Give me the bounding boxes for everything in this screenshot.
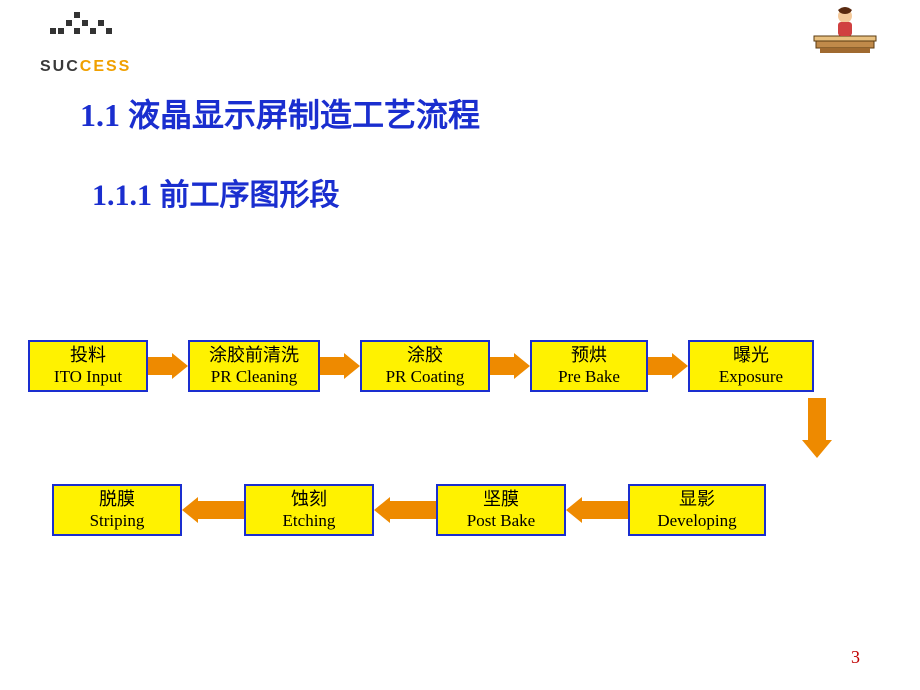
node-label-cn: 涂胶 [407, 345, 443, 367]
node-label-en: ITO Input [54, 367, 122, 387]
slide-subtitle: 1.1.1 前工序图形段 [92, 170, 340, 214]
flow-row-1: 投料ITO Input 涂胶前清洗PR Cleaning 涂胶PR Coating 预… [0, 340, 920, 392]
logo-text-part1: SUC [40, 58, 80, 75]
arrow-right-icon [148, 351, 188, 381]
arrow-left-icon [566, 495, 628, 525]
arrow-right-icon [648, 351, 688, 381]
node-label-en: Exposure [719, 367, 783, 387]
arrow-right-icon [490, 351, 530, 381]
flow-node: 涂胶前清洗PR Cleaning [188, 340, 320, 392]
slide-title: 1.1 液晶显示屏制造工艺流程 [80, 90, 480, 136]
flow-node: 曝光Exposure [688, 340, 814, 392]
flow-node: 脱膜Striping [52, 484, 182, 536]
arrow-left-icon [374, 495, 436, 525]
node-label-cn: 涂胶前清洗 [209, 345, 299, 367]
logo-text-part2: CESS [80, 58, 132, 75]
arrow-left-icon [182, 495, 244, 525]
logo: SUCCESS [40, 12, 131, 76]
node-label-en: PR Cleaning [211, 367, 297, 387]
flow-row-2: 脱膜Striping 蚀刻Etching 坚膜Post Bake 显影Developi… [0, 484, 920, 536]
flow-node: 蚀刻Etching [244, 484, 374, 536]
arrow-right-icon [320, 351, 360, 381]
flow-node: 涂胶PR Coating [360, 340, 490, 392]
page-number: 3 [851, 647, 860, 668]
node-label-cn: 曝光 [733, 345, 769, 367]
node-label-cn: 蚀刻 [291, 489, 327, 511]
flow-node: 坚膜Post Bake [436, 484, 566, 536]
node-label-en: Developing [657, 511, 736, 531]
logo-text: SUCCESS [40, 58, 131, 76]
node-label-cn: 投料 [70, 345, 106, 367]
down-arrow [800, 398, 834, 463]
flow-node: 投料ITO Input [28, 340, 148, 392]
node-label-en: Pre Bake [558, 367, 620, 387]
node-label-cn: 预烘 [571, 345, 607, 367]
node-label-en: Etching [283, 511, 336, 531]
teacher-icon [810, 6, 880, 56]
node-label-en: PR Coating [386, 367, 465, 387]
logo-block-pattern [40, 12, 110, 34]
node-label-en: Striping [90, 511, 145, 531]
node-label-cn: 脱膜 [99, 489, 135, 511]
node-label-en: Post Bake [467, 511, 535, 531]
flow-node: 预烘Pre Bake [530, 340, 648, 392]
node-label-cn: 显影 [679, 489, 715, 511]
flow-node: 显影Developing [628, 484, 766, 536]
node-label-cn: 坚膜 [483, 489, 519, 511]
